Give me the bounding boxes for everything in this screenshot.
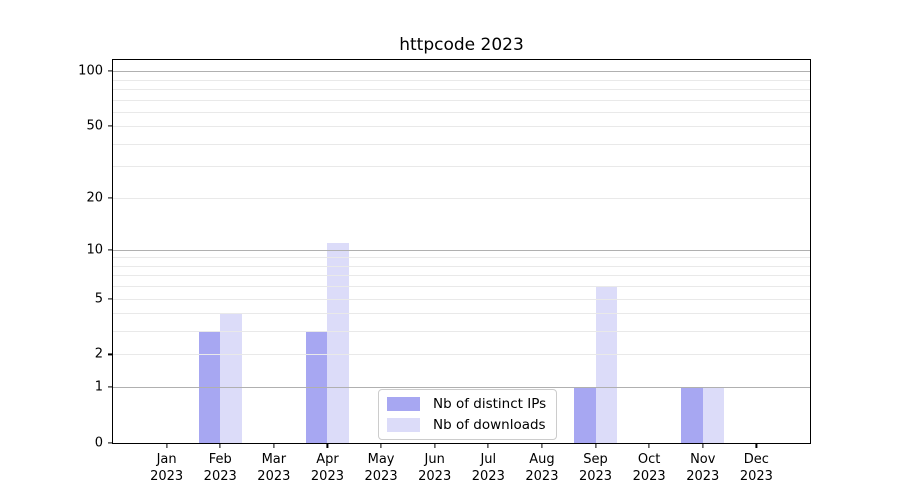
x-axis-tick-marks [113, 444, 810, 449]
x-tick-label: Dec 2023 [739, 452, 773, 484]
gridline-minor [113, 79, 810, 81]
x-tick-label: Mar 2023 [257, 452, 291, 484]
x-tick-label: Jul 2023 [471, 452, 505, 484]
gridline-minor [113, 298, 810, 300]
gridline-minor [113, 275, 810, 277]
bars-layer [113, 60, 810, 443]
gridline-major [113, 387, 810, 389]
bar-downloads [595, 286, 618, 443]
bar-downloads [702, 387, 725, 443]
bar-downloads [327, 242, 349, 443]
bar-distinct-ips [574, 387, 596, 443]
y-tick-mark [108, 386, 112, 388]
bar-distinct-ips [681, 387, 703, 443]
x-tick-label: Aug 2023 [525, 452, 559, 484]
x-tick-label: Jan 2023 [150, 452, 184, 484]
y-tick-label: 1 [94, 379, 103, 395]
x-tick-mark [434, 444, 436, 448]
gridline-minor [113, 313, 810, 315]
x-tick-label: Feb 2023 [203, 452, 237, 484]
gridline-major [113, 249, 810, 251]
x-tick-mark [273, 444, 275, 448]
legend-layer: Nb of distinct IPs Nb of downloads [113, 60, 810, 443]
x-tick-label: May 2023 [364, 452, 398, 484]
x-tick-mark [326, 444, 329, 448]
gridline-minor [113, 99, 810, 101]
x-tick-label: Sep 2023 [578, 452, 613, 484]
x-tick-label: Nov 2023 [686, 452, 720, 484]
x-tick-mark [219, 444, 221, 448]
y-tick-mark [108, 442, 112, 444]
legend-swatch-downloads [387, 418, 420, 432]
legend-item-downloads: Nb of downloads [387, 417, 546, 433]
grid-layer [113, 60, 810, 443]
gridline-minor [113, 354, 810, 356]
x-tick-label: Apr 2023 [310, 452, 344, 484]
y-axis-labels: 100 50 20 10 5 2 1 0 [0, 60, 103, 451]
y-tick-label: 2 [94, 346, 103, 362]
gridline-minor [113, 331, 810, 333]
x-tick-label: Jun 2023 [418, 452, 452, 484]
gridline-minor [113, 265, 810, 267]
gridline-minor [113, 197, 810, 199]
gridline-minor [113, 88, 810, 90]
legend-swatch-distinct-ips [387, 397, 420, 411]
x-tick-mark [755, 444, 757, 448]
y-tick-label: 50 [86, 118, 103, 134]
y-tick-mark [108, 353, 112, 356]
y-tick-mark [108, 70, 112, 72]
gridline-minor [113, 166, 810, 168]
legend: Nb of distinct IPs Nb of downloads [378, 389, 558, 440]
x-tick-mark [541, 444, 543, 448]
plot-area: Nb of distinct IPs Nb of downloads [112, 59, 811, 444]
gridline-minor [113, 111, 810, 113]
y-tick-mark [108, 125, 112, 127]
y-tick-label: 0 [94, 435, 103, 451]
bar-downloads [220, 313, 242, 443]
y-tick-mark [108, 298, 112, 300]
x-tick-mark [380, 444, 382, 448]
legend-label-downloads: Nb of downloads [433, 417, 546, 433]
y-tick-label: 5 [94, 291, 103, 307]
x-axis-labels: Jan 2023 Feb 2023 Mar 2023 Apr 2023 May 2023 Jun 20… [113, 451, 810, 491]
gridline-minor [113, 286, 810, 288]
legend-label-distinct-ips: Nb of distinct IPs [433, 396, 547, 412]
y-tick-label: 10 [86, 242, 103, 258]
x-tick-label: Oct 2023 [632, 452, 666, 484]
legend-item-distinct-ips: Nb of distinct IPs [387, 396, 546, 412]
chart-title: httpcode 2023 [399, 35, 524, 55]
gridline-major [113, 71, 810, 73]
y-tick-label: 20 [86, 190, 103, 206]
gridline-minor [113, 143, 810, 145]
x-tick-mark [487, 444, 489, 448]
y-tick-label: 100 [78, 63, 103, 79]
x-tick-mark [648, 444, 650, 448]
y-tick-mark [108, 249, 112, 251]
y-tick-mark [108, 197, 112, 199]
y-axis-tick-marks [108, 60, 112, 444]
x-tick-mark [594, 444, 597, 448]
x-tick-mark [702, 444, 704, 448]
gridline-minor [113, 126, 810, 128]
x-tick-mark [166, 444, 168, 448]
gridline-minor [113, 257, 810, 259]
